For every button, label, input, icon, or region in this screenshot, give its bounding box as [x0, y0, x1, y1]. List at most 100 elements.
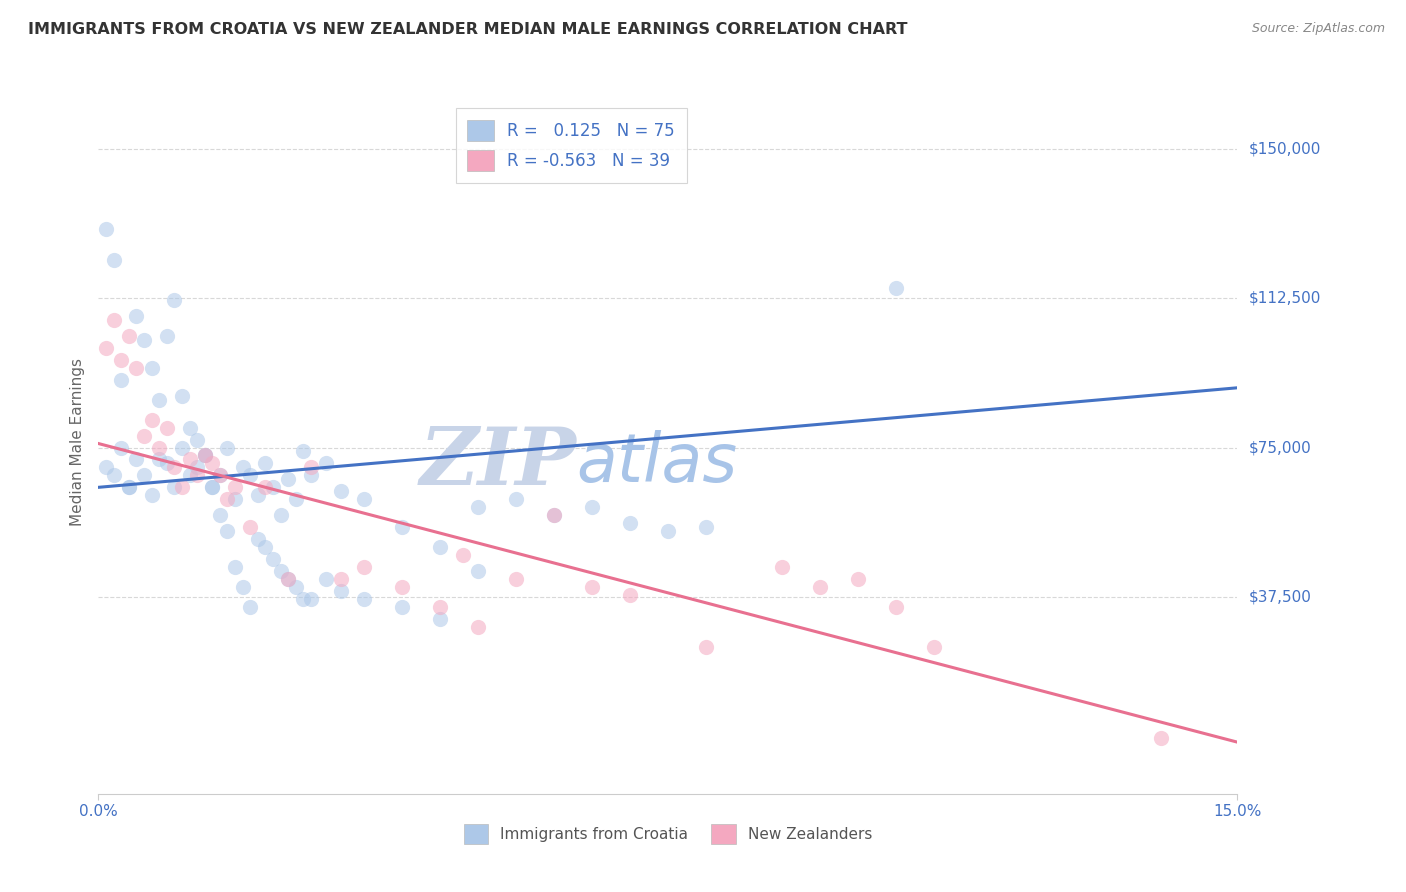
Point — [770, 560, 793, 574]
Point — [254, 457, 277, 471]
Point — [186, 468, 208, 483]
Text: atlas: atlas — [576, 430, 738, 496]
Point — [170, 480, 193, 494]
Point — [163, 293, 186, 308]
Point — [262, 552, 284, 566]
Point — [103, 253, 125, 268]
Point — [277, 572, 299, 586]
Point — [110, 441, 132, 455]
Point — [695, 520, 717, 534]
Point — [148, 441, 170, 455]
Text: $150,000: $150,000 — [1249, 142, 1320, 156]
Point — [884, 599, 907, 614]
Point — [330, 484, 353, 499]
Point — [125, 452, 148, 467]
Point — [315, 457, 337, 471]
Point — [186, 460, 208, 475]
Point — [103, 313, 125, 327]
Point — [103, 468, 125, 483]
Point — [217, 492, 239, 507]
Point — [217, 524, 239, 538]
Point — [224, 560, 246, 574]
Point — [118, 480, 141, 494]
Point — [141, 488, 163, 502]
Point — [110, 373, 132, 387]
Point — [224, 492, 246, 507]
Point — [163, 460, 186, 475]
Point — [163, 480, 186, 494]
Point — [270, 508, 292, 523]
Point — [429, 540, 451, 554]
Point — [292, 591, 315, 606]
Point — [156, 457, 179, 471]
Point — [118, 329, 141, 343]
Point — [232, 580, 254, 594]
Point — [467, 500, 489, 515]
Point — [270, 564, 292, 578]
Point — [505, 492, 527, 507]
Point — [194, 449, 217, 463]
Point — [922, 640, 945, 654]
Point — [429, 599, 451, 614]
Point — [201, 480, 224, 494]
Point — [186, 433, 208, 447]
Point — [277, 472, 299, 486]
Legend: Immigrants from Croatia, New Zealanders: Immigrants from Croatia, New Zealanders — [457, 818, 879, 850]
Point — [156, 329, 179, 343]
Y-axis label: Median Male Earnings: Median Male Earnings — [70, 358, 86, 525]
Point — [170, 389, 193, 403]
Point — [194, 449, 217, 463]
Point — [246, 488, 269, 502]
Point — [808, 580, 831, 594]
Text: Source: ZipAtlas.com: Source: ZipAtlas.com — [1251, 22, 1385, 36]
Point — [846, 572, 869, 586]
Point — [125, 360, 148, 375]
Point — [695, 640, 717, 654]
Point — [451, 548, 474, 562]
Point — [619, 588, 641, 602]
Point — [194, 449, 217, 463]
Point — [148, 452, 170, 467]
Point — [429, 612, 451, 626]
Point — [232, 460, 254, 475]
Point — [179, 420, 201, 434]
Point — [467, 620, 489, 634]
Point — [156, 420, 179, 434]
Point — [353, 492, 375, 507]
Point — [125, 309, 148, 323]
Point — [581, 580, 603, 594]
Point — [330, 572, 353, 586]
Point — [581, 500, 603, 515]
Point — [619, 516, 641, 530]
Point — [391, 599, 413, 614]
Point — [657, 524, 679, 538]
Text: $75,000: $75,000 — [1249, 440, 1312, 455]
Point — [299, 591, 322, 606]
Text: $112,500: $112,500 — [1249, 291, 1320, 306]
Point — [330, 583, 353, 598]
Point — [254, 540, 277, 554]
Point — [284, 580, 307, 594]
Point — [94, 460, 117, 475]
Point — [467, 564, 489, 578]
Point — [132, 468, 155, 483]
Point — [179, 468, 201, 483]
Point — [299, 460, 322, 475]
Point — [141, 412, 163, 426]
Point — [543, 508, 565, 523]
Point — [1150, 731, 1173, 746]
Point — [170, 441, 193, 455]
Point — [239, 520, 262, 534]
Point — [132, 333, 155, 347]
Point — [284, 492, 307, 507]
Point — [543, 508, 565, 523]
Point — [246, 532, 269, 546]
Point — [353, 591, 375, 606]
Point — [239, 468, 262, 483]
Point — [208, 468, 231, 483]
Point — [315, 572, 337, 586]
Point — [391, 580, 413, 594]
Point — [132, 428, 155, 442]
Point — [208, 508, 231, 523]
Point — [94, 221, 117, 235]
